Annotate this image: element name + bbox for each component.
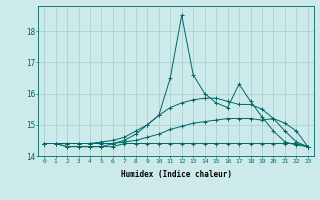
X-axis label: Humidex (Indice chaleur): Humidex (Indice chaleur) bbox=[121, 170, 231, 179]
